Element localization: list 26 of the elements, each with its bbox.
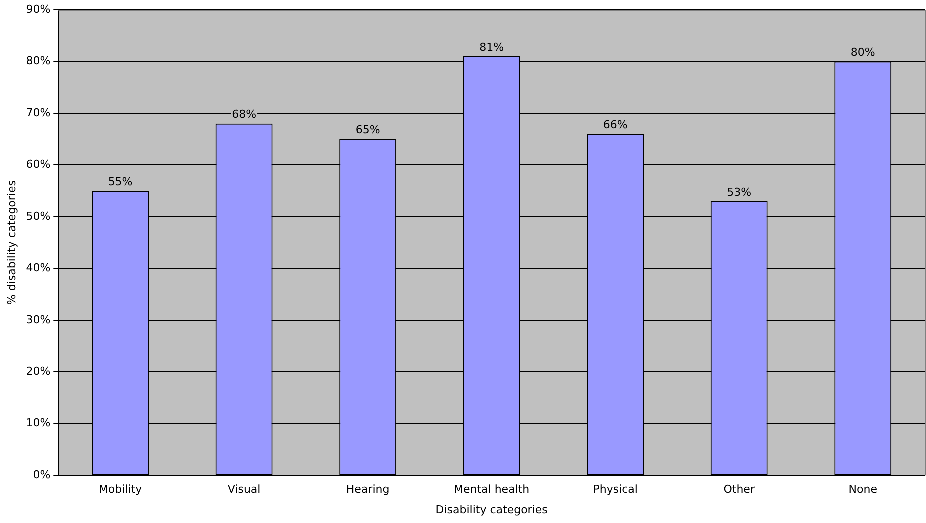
x-tick-label: Mobility (98, 483, 143, 496)
x-tick-label: Physical (593, 483, 638, 496)
y-tick-label: 50% (26, 210, 51, 223)
y-tick-label: 20% (26, 364, 51, 378)
x-tick-label: Visual (228, 483, 261, 496)
data-label: 66% (603, 118, 628, 132)
x-tick-label: Other (724, 483, 756, 496)
y-tick-label: 30% (26, 313, 51, 326)
y-tick-label: 90% (26, 2, 51, 16)
y-axis-title: % disability categories (5, 180, 18, 306)
x-tick-label: Hearing (346, 483, 390, 496)
data-label: 81% (480, 40, 504, 54)
x-axis-title: Disability categories (436, 503, 548, 516)
data-label: 68% (232, 108, 257, 122)
y-tick-label: 0% (33, 468, 51, 482)
y-tick-label: 70% (26, 106, 51, 120)
data-label: 53% (727, 186, 752, 199)
data-label: 80% (850, 46, 876, 60)
y-tick-label: 40% (26, 262, 51, 275)
y-tick-label: 80% (26, 54, 51, 68)
x-tick-label: Mental health (454, 483, 530, 496)
y-tick-label: 10% (26, 416, 51, 430)
x-tick-label: None (848, 483, 878, 496)
data-label: 55% (108, 175, 133, 188)
data-label: 65% (356, 124, 380, 137)
y-tick-label: 60% (26, 158, 51, 172)
